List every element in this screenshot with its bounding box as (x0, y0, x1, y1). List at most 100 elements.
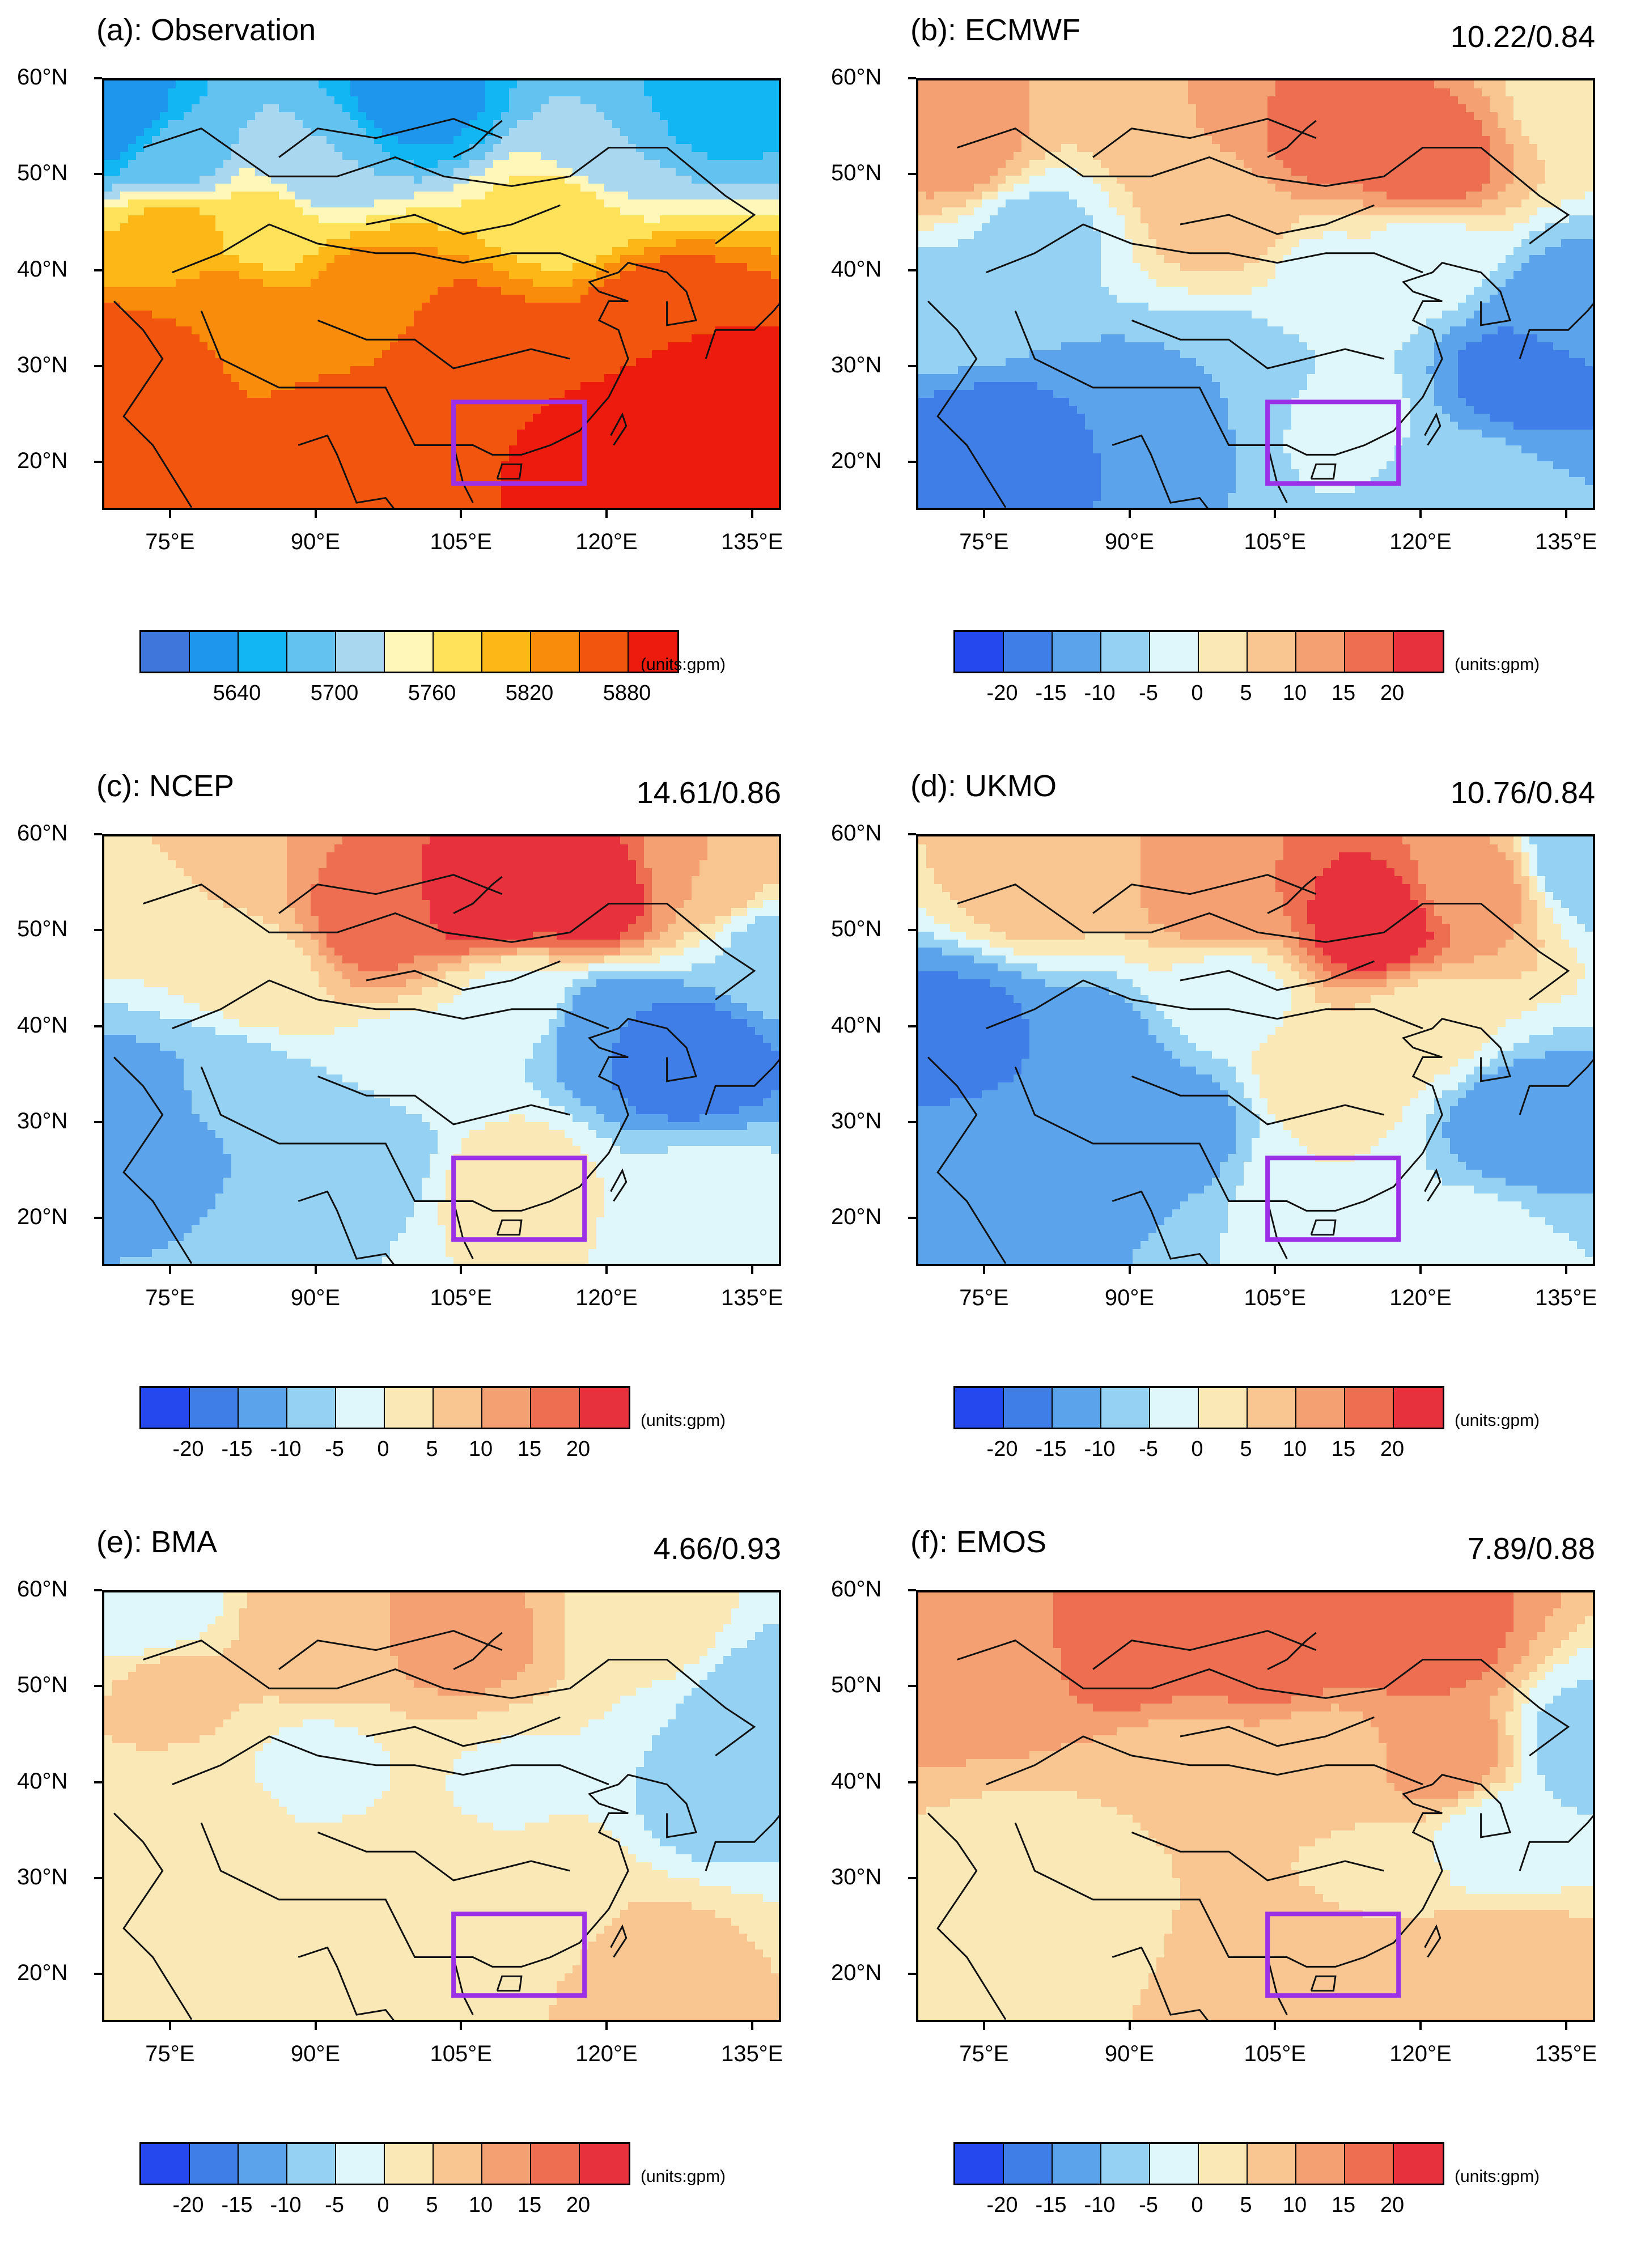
field-cell (453, 390, 462, 398)
field-cell (620, 88, 629, 97)
field-cell (239, 374, 248, 383)
field-cell (152, 176, 160, 184)
field-cell (200, 501, 208, 508)
field-cell (200, 438, 208, 446)
field-cell (755, 207, 764, 216)
field-cell (414, 207, 422, 216)
field-cell (644, 128, 652, 137)
field-cell (779, 295, 781, 303)
field-cell (327, 247, 335, 256)
field-cell (739, 469, 748, 478)
field-cell (152, 311, 160, 319)
field-cell (414, 144, 422, 152)
field-cell (549, 303, 557, 311)
field-cell (644, 390, 652, 398)
field-cell (168, 215, 176, 224)
field-cell (120, 112, 129, 121)
field-cell (319, 477, 327, 486)
field-cell (668, 239, 676, 248)
field-cell (327, 366, 335, 375)
field-cell (676, 430, 684, 438)
field-cell (279, 358, 287, 367)
field-cell (731, 88, 740, 97)
field-cell (271, 318, 279, 327)
field-cell (192, 287, 200, 295)
field-cell (398, 358, 406, 367)
field-cell (271, 477, 279, 486)
field-cell (660, 501, 668, 508)
field-cell (255, 144, 264, 152)
field-cell (168, 184, 176, 192)
field-cell (525, 287, 533, 295)
field-cell (279, 271, 287, 279)
field-cell (668, 366, 676, 375)
field-cell (747, 239, 756, 248)
field-cell (295, 398, 303, 406)
field-cell (184, 88, 192, 97)
field-cell (176, 231, 184, 240)
field-cell (120, 255, 129, 264)
field-cell (676, 374, 684, 383)
field-cell (517, 176, 525, 184)
field-cell (620, 128, 629, 137)
field-cell (541, 414, 549, 422)
field-cell (596, 80, 605, 89)
field-cell (636, 279, 645, 287)
field-cell (461, 128, 470, 137)
field-cell (374, 239, 383, 248)
field-cell (358, 311, 367, 319)
field-cell (557, 231, 565, 240)
field-cell (731, 453, 740, 462)
field-cell (517, 168, 525, 176)
field-cell (644, 326, 652, 335)
field-cell (255, 398, 264, 406)
field-cell (723, 263, 732, 271)
field-cell (192, 485, 200, 494)
field-cell (731, 207, 740, 216)
field-cell (723, 477, 732, 486)
field-cell (112, 176, 121, 184)
field-cell (628, 295, 637, 303)
field-cell (580, 366, 589, 375)
field-cell (406, 311, 414, 319)
field-cell (779, 430, 781, 438)
field-cell (588, 104, 597, 113)
field-cell (271, 287, 279, 295)
field-cell (493, 342, 502, 351)
field-cell (160, 430, 168, 438)
field-cell (160, 255, 168, 264)
field-cell (430, 128, 438, 137)
field-cell (692, 374, 700, 383)
contour-field (104, 80, 781, 510)
field-cell (779, 334, 781, 343)
field-cell (438, 406, 446, 414)
field-cell (509, 128, 518, 137)
field-cell (287, 255, 295, 264)
field-cell (406, 461, 414, 470)
field-cell (207, 247, 216, 256)
field-cell (311, 263, 319, 271)
field-cell (223, 215, 232, 224)
field-cell (596, 279, 605, 287)
field-cell (422, 501, 430, 508)
field-cell (699, 414, 708, 422)
field-cell (692, 326, 700, 335)
field-cell (152, 247, 160, 256)
field-cell (231, 509, 240, 510)
field-cell (136, 152, 145, 160)
field-cell (390, 231, 398, 240)
field-cell (382, 318, 391, 327)
field-cell (628, 485, 637, 494)
field-cell (128, 366, 137, 375)
field-cell (715, 104, 724, 113)
field-cell (604, 215, 613, 224)
field-cell (477, 144, 486, 152)
field-cell (723, 334, 732, 343)
field-cell (493, 144, 502, 152)
field-cell (715, 509, 724, 510)
field-cell (247, 104, 256, 113)
field-cell (509, 144, 518, 152)
field-cell (152, 184, 160, 192)
field-cell (596, 453, 605, 462)
field-cell (692, 199, 700, 208)
